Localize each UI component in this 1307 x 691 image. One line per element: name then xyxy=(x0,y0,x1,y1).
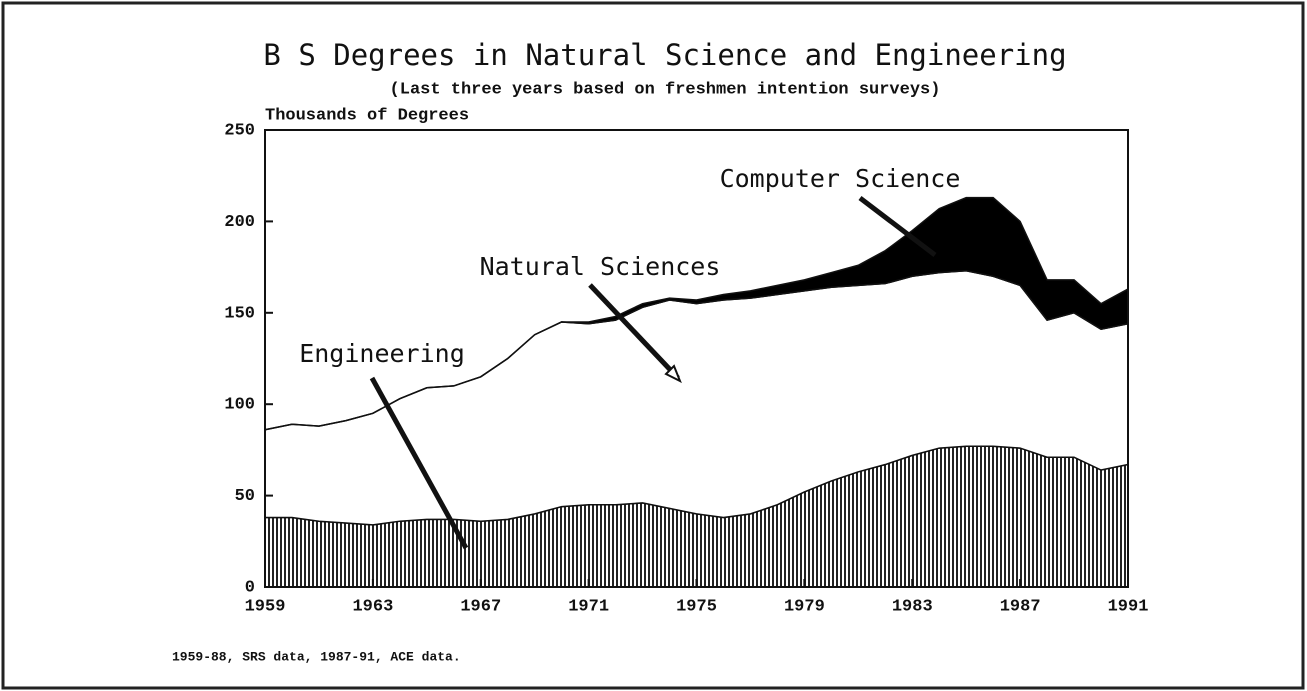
arrow-head xyxy=(664,364,682,384)
y-label: Thousands of Degrees xyxy=(265,106,469,125)
y-tick-label: 250 xyxy=(224,121,255,140)
series-label: Natural Sciences xyxy=(480,252,721,281)
arrow xyxy=(858,196,937,257)
series-label: Engineering xyxy=(299,339,465,368)
x-tick-label: 1983 xyxy=(892,597,933,616)
chart-title: B S Degrees in Natural Science and Engin… xyxy=(263,38,1066,72)
annotations: Computer Science Natural Sciences Engineer… xyxy=(299,164,961,550)
x-tick-label: 1991 xyxy=(1108,597,1149,616)
y-tick-label: 0 xyxy=(245,578,255,597)
y-tick-label: 100 xyxy=(224,396,255,415)
y-tick-label: 200 xyxy=(224,213,255,232)
footnote: 1959-88, SRS data, 1987-91, ACE data. xyxy=(172,649,461,664)
x-tick-label: 1959 xyxy=(245,597,286,616)
x-tick-label: 1979 xyxy=(784,597,825,616)
arrow xyxy=(588,283,680,380)
y-tick-label: 150 xyxy=(224,304,255,323)
subtitle: (Last three years based on freshmen inte… xyxy=(390,80,941,99)
x-tick-label: 1963 xyxy=(352,597,393,616)
series-label: Computer Science xyxy=(720,164,961,193)
x-tick-label: 1967 xyxy=(460,597,501,616)
x-tick-label: 1971 xyxy=(568,597,609,616)
y-tick-label: 50 xyxy=(235,487,255,506)
x-tick-label: 1987 xyxy=(1000,597,1041,616)
plot: 0 50 100 150 200 250 1959 1963 1967 1971 1975 1979 1… xyxy=(224,121,1148,616)
x-tick-label: 1975 xyxy=(676,597,717,616)
arrow xyxy=(369,376,469,550)
